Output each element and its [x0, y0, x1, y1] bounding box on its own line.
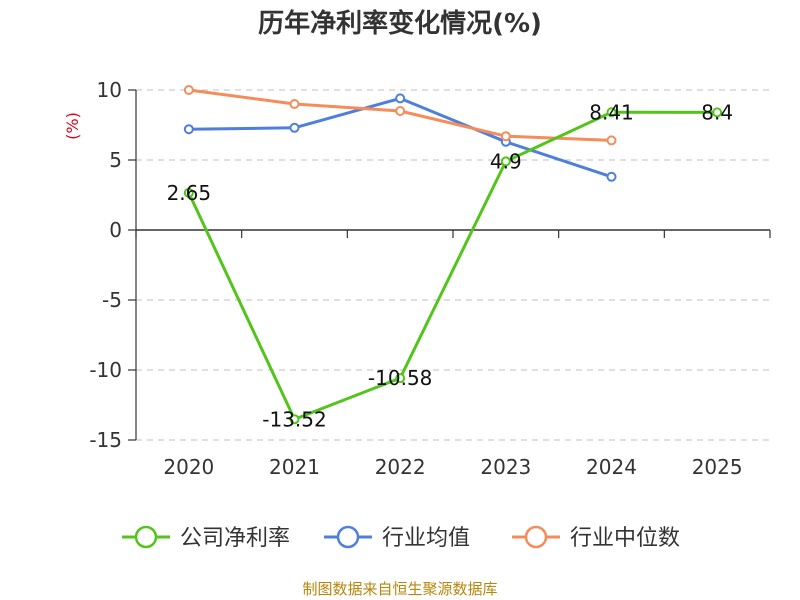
- y-tick-label: 5: [109, 148, 122, 172]
- data-point[interactable]: [395, 106, 406, 116]
- legend-label: 行业中位数: [570, 526, 680, 551]
- legend[interactable]: 公司净利率 行业均值 行业中位数: [122, 525, 680, 551]
- legend-swatch-marker: [134, 525, 158, 549]
- data-label: 2.65: [167, 181, 212, 205]
- series-0: [183, 107, 723, 425]
- x-tick-label: 2021: [269, 455, 320, 479]
- data-point[interactable]: [395, 93, 406, 104]
- y-tick-label: 10: [97, 78, 122, 102]
- series-1: [183, 93, 617, 182]
- y-tick-label: 0: [109, 218, 122, 242]
- legend-swatch-marker: [524, 525, 548, 549]
- axes: 10 5 0 -5 -10 -15 2020 2021 2022 2023 2024 2025: [89, 78, 771, 479]
- data-point[interactable]: [712, 107, 723, 118]
- grid-lines: [136, 89, 770, 441]
- data-point[interactable]: [606, 107, 617, 118]
- x-tick-label: 2020: [163, 455, 214, 479]
- source-note: 制图数据来自恒生聚源数据库: [302, 580, 497, 598]
- data-labels: 2.65 -13.52 -10.58 4.9 8.41 8.4: [167, 100, 734, 431]
- data-point[interactable]: [395, 373, 406, 384]
- legend-swatch-marker: [336, 525, 360, 549]
- x-tick-label: 2023: [480, 455, 531, 479]
- legend-label: 公司净利率: [180, 526, 290, 551]
- series-2: [183, 85, 617, 146]
- chart-title: 历年净利率变化情况(%): [258, 8, 542, 39]
- x-tick-label: 2022: [375, 455, 426, 479]
- data-point[interactable]: [289, 122, 300, 133]
- y-tick-label: -10: [89, 358, 122, 382]
- data-label: -10.58: [368, 366, 432, 390]
- legend-item[interactable]: 行业均值: [324, 525, 470, 551]
- data-point[interactable]: [606, 135, 617, 146]
- data-label: 8.41: [589, 100, 634, 124]
- data-point[interactable]: [289, 99, 300, 109]
- legend-label: 行业均值: [382, 526, 470, 551]
- legend-item[interactable]: 行业中位数: [512, 525, 680, 551]
- data-label: 4.9: [490, 149, 522, 173]
- data-point[interactable]: [183, 124, 194, 135]
- y-tick-label: -15: [89, 428, 122, 452]
- data-point[interactable]: [183, 187, 194, 198]
- series-layer: [183, 85, 723, 425]
- data-point[interactable]: [500, 156, 511, 167]
- y-tick-label: -5: [102, 288, 122, 312]
- data-point[interactable]: [289, 414, 300, 425]
- data-point[interactable]: [183, 85, 194, 95]
- data-point[interactable]: [500, 131, 511, 142]
- y-axis-label: (%): [63, 112, 82, 140]
- x-tick-label: 2025: [692, 455, 743, 479]
- data-label: 8.4: [701, 100, 733, 124]
- legend-item[interactable]: 公司净利率: [122, 525, 290, 551]
- data-point[interactable]: [606, 171, 617, 182]
- series-line: [187, 110, 718, 421]
- x-tick-label: 2024: [586, 455, 637, 479]
- data-label: -13.52: [262, 407, 326, 431]
